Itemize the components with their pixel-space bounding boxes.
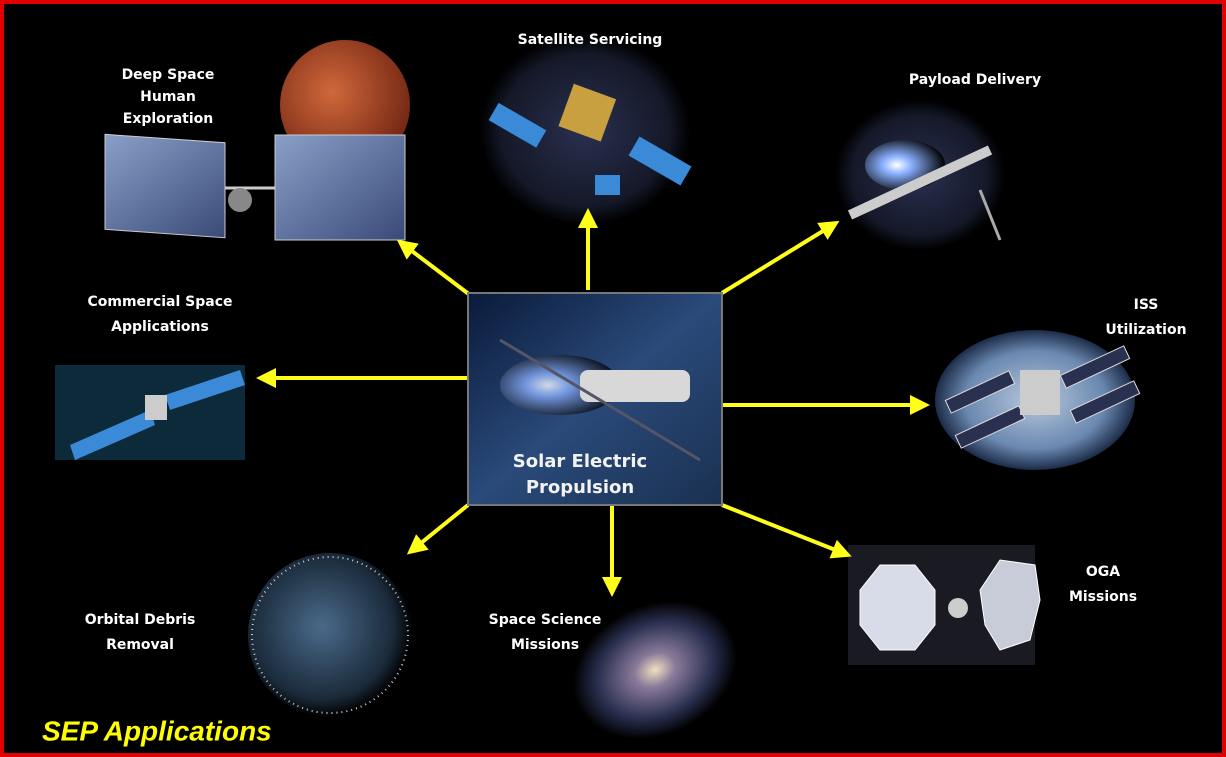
node-label: Satellite Servicing xyxy=(518,32,663,48)
center-label: Solar Electric xyxy=(513,451,647,472)
diagram: Solar Electric Propulsion Deep Space Huma… xyxy=(0,0,1226,757)
node-label: Missions xyxy=(1069,589,1137,605)
center-label: Propulsion xyxy=(526,477,634,498)
node-label: Exploration xyxy=(123,111,213,127)
center-box: Solar Electric Propulsion xyxy=(468,293,722,505)
node-label: ISS xyxy=(1134,297,1159,313)
node-label: Removal xyxy=(106,637,174,653)
node-label: Space Science xyxy=(489,612,602,628)
caption: SEP Applications xyxy=(42,715,272,746)
node-label: Missions xyxy=(511,637,579,653)
node-label: Payload Delivery xyxy=(909,72,1041,88)
node-label: Human xyxy=(140,89,196,105)
node-label: OGA xyxy=(1086,564,1120,580)
node-label: Utilization xyxy=(1105,322,1186,338)
node-label: Deep Space xyxy=(122,67,215,83)
node-label: Applications xyxy=(111,319,209,335)
node-label: Commercial Space xyxy=(87,294,232,310)
node-label: Orbital Debris xyxy=(85,612,196,628)
